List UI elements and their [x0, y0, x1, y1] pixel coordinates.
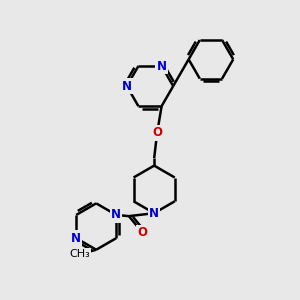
Text: O: O: [137, 226, 147, 239]
Text: N: N: [122, 80, 132, 93]
Text: O: O: [152, 126, 162, 140]
Text: N: N: [157, 59, 166, 73]
Text: N: N: [71, 232, 81, 244]
Text: N: N: [111, 208, 121, 221]
Text: N: N: [149, 207, 159, 220]
Text: CH₃: CH₃: [70, 249, 90, 259]
